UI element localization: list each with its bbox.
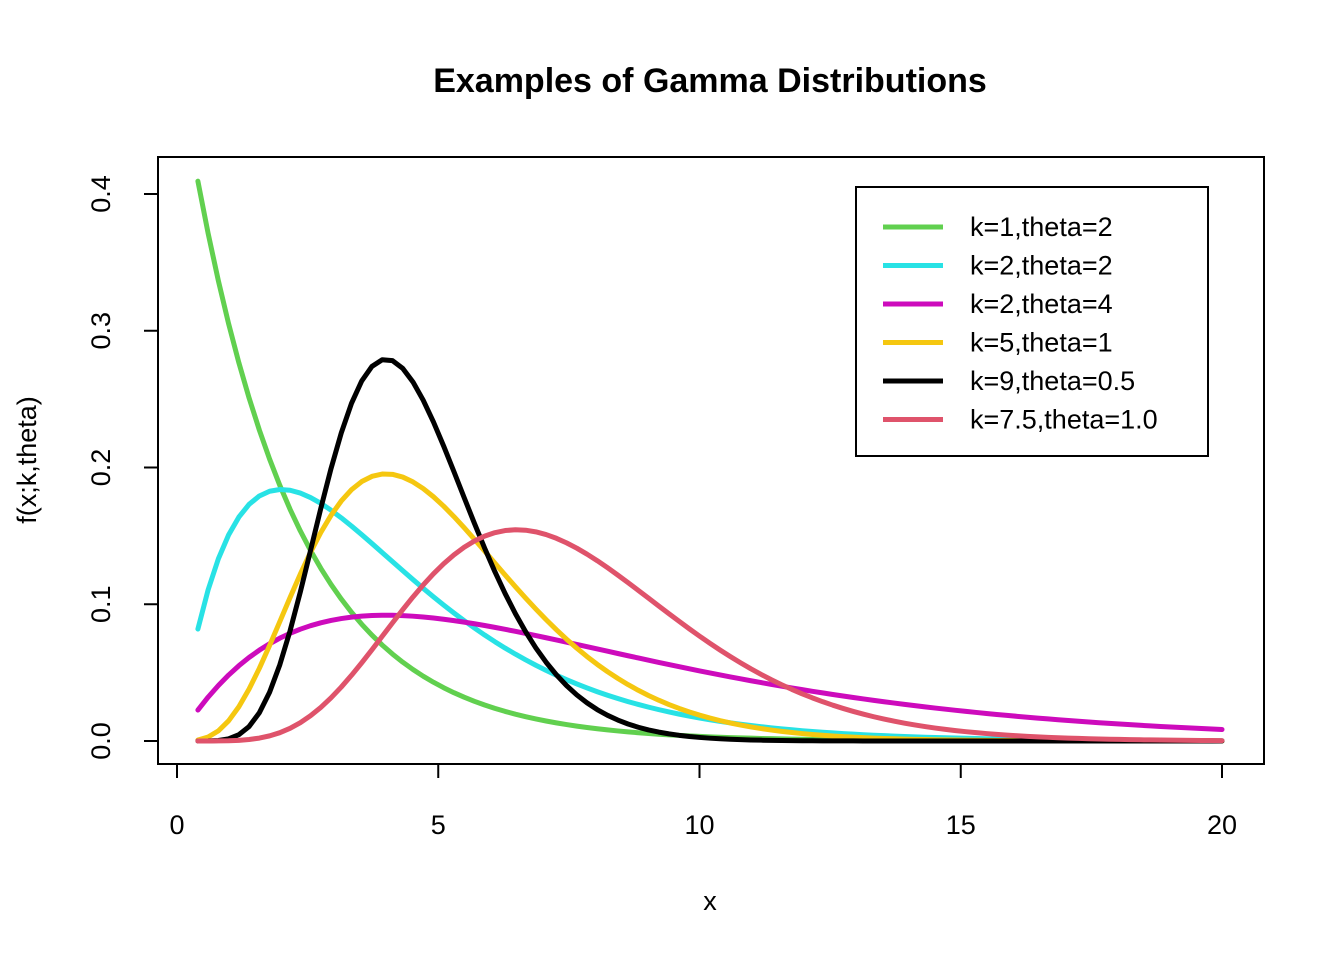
legend-label: k=7.5,theta=1.0	[970, 405, 1158, 435]
legend-label: k=9,theta=0.5	[970, 366, 1135, 396]
series-line-6	[195, 527, 1225, 744]
x-tick-label: 5	[431, 810, 446, 840]
y-axis: 0.0 0.1 0.2 0.3 0.4	[86, 175, 159, 760]
legend-label: k=1,theta=2	[970, 212, 1113, 242]
legend-label: k=5,theta=1	[970, 328, 1113, 358]
y-tick-label: 0.0	[86, 722, 116, 760]
x-axis-label: x	[703, 886, 717, 916]
legend: k=1,theta=2 k=2,theta=2 k=2,theta=4 k=5,the…	[855, 186, 1209, 457]
series-line-4	[195, 471, 1225, 744]
chart-title: Examples of Gamma Distributions	[433, 62, 987, 100]
series-line-5	[195, 357, 1225, 744]
series-line-3	[195, 612, 1225, 732]
y-tick-label: 0.1	[86, 585, 116, 623]
y-axis-label: f(x;k,theta)	[12, 396, 42, 524]
x-tick-label: 15	[946, 810, 976, 840]
legend-label: k=2,theta=4	[970, 289, 1113, 319]
y-tick-label: 0.4	[86, 175, 116, 213]
x-tick-label: 0	[169, 810, 184, 840]
x-tick-label: 20	[1207, 810, 1237, 840]
y-tick-label: 0.3	[86, 312, 116, 350]
y-tick-label: 0.2	[86, 449, 116, 487]
x-axis: 0 5 10 15 20	[169, 763, 1237, 840]
x-tick-label: 10	[684, 810, 714, 840]
legend-label: k=2,theta=2	[970, 251, 1113, 281]
series-layer	[195, 178, 1225, 744]
legend-box	[855, 186, 1209, 457]
